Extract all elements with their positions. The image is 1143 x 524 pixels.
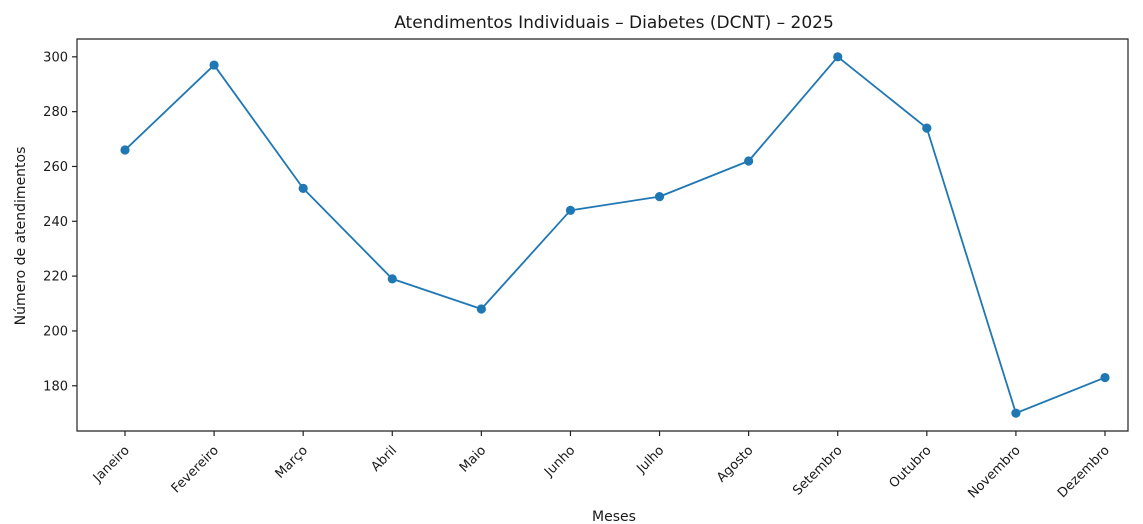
data-point	[654, 192, 665, 202]
data-point	[744, 156, 754, 166]
series-layer	[120, 52, 1110, 418]
y-tick-label: 300	[43, 50, 68, 65]
x-tick-label: Maio	[457, 443, 489, 475]
y-axis-label: Número de atendimentos	[13, 147, 29, 326]
x-axis-ticks: Janeiro Fevereiro Março Abril Maio Junho Julho…	[90, 431, 1113, 501]
data-point	[565, 205, 576, 215]
data-point	[833, 52, 843, 62]
y-tick-label: 240	[43, 215, 68, 230]
x-tick-label: Novembro	[966, 443, 1024, 501]
data-point	[922, 123, 932, 133]
y-tick-label: 280	[43, 105, 68, 120]
series-line	[124, 55, 1106, 415]
y-axis-ticks: 180 200 220 240 260 280 300	[43, 50, 77, 394]
data-point	[1100, 372, 1110, 383]
y-tick-label: 180	[43, 379, 68, 394]
x-axis-label: Meses	[592, 509, 636, 524]
plot-area	[76, 38, 1129, 432]
x-tick-label: Abril	[368, 443, 400, 475]
data-point	[1011, 408, 1021, 418]
data-point	[120, 145, 130, 155]
x-tick-label: Março	[273, 443, 311, 481]
x-tick-label: Agosto	[714, 443, 756, 485]
x-tick-label: Fevereiro	[169, 443, 222, 496]
x-tick-label: Janeiro	[90, 443, 133, 486]
x-tick-label: Junho	[541, 443, 578, 480]
x-tick-label: Dezembro	[1055, 443, 1113, 501]
x-tick-label: Outubro	[887, 443, 935, 491]
data-point	[387, 274, 397, 284]
y-tick-label: 200	[43, 324, 68, 339]
axes-frame	[76, 38, 1129, 432]
x-tick-label: Setembro	[790, 443, 845, 498]
y-tick-label: 260	[43, 160, 68, 175]
data-point	[476, 304, 486, 314]
data-point	[209, 60, 219, 70]
x-tick-label: Julho	[634, 443, 668, 477]
data-point	[298, 183, 308, 193]
y-tick-label: 220	[43, 270, 68, 285]
chart-title: Atendimentos Individuais – Diabetes (DCN…	[394, 13, 834, 33]
